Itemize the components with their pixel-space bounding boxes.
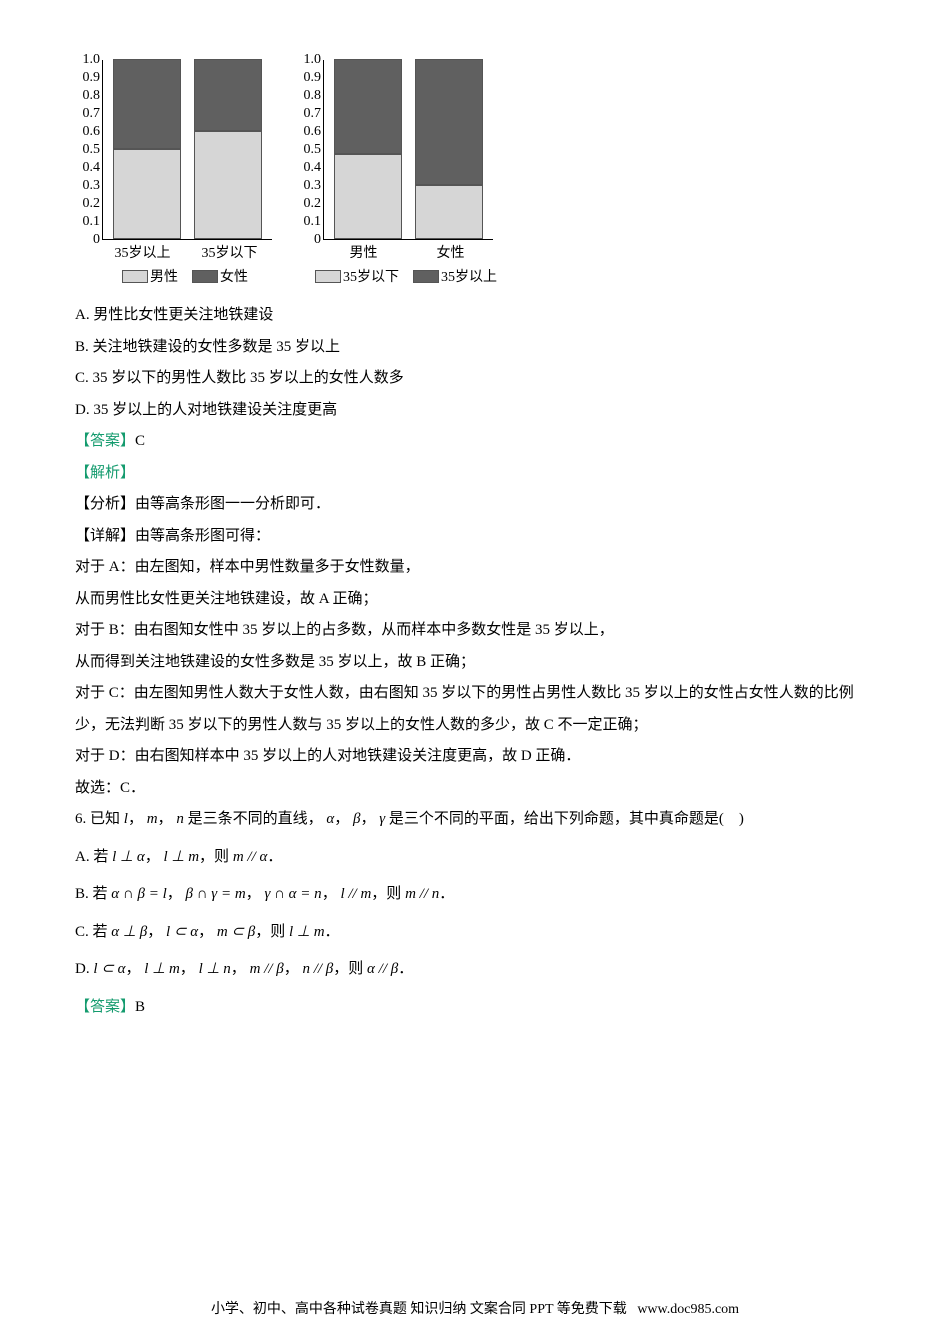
swatch-icon: [413, 270, 439, 283]
q5-detail-c: 对于 C：由左图知男性人数大于女性人数，由右图知 35 岁以下的男性占男性人数比…: [75, 678, 875, 741]
q5-detail-b2: 从而得到关注地铁建设的女性多数是 35 岁以上，故 B 正确；: [75, 647, 875, 679]
q5-detail-a1: 对于 A：由左图知，样本中男性数量多于女性数量，: [75, 552, 875, 584]
chart-right: 1.0 0.9 0.8 0.7 0.6 0.5 0.4 0.3 0.2 0.1 …: [293, 60, 497, 286]
x-labels-left: 35岁以上 35岁以下: [99, 242, 273, 262]
q6-option-b: B. 若 α ∩ β = l， β ∩ γ = m， γ ∩ α = n， l …: [75, 879, 875, 911]
plot-right: [323, 60, 493, 240]
charts-row: 1.0 0.9 0.8 0.7 0.6 0.5 0.4 0.3 0.2 0.1 …: [75, 60, 875, 286]
q5-option-d: D. 35 岁以上的人对地铁建设关注度更高: [75, 395, 875, 427]
q5-option-b: B. 关注地铁建设的女性多数是 35 岁以上: [75, 332, 875, 364]
swatch-icon: [192, 270, 218, 283]
q5-answer: 【答案】C: [75, 426, 875, 458]
bar-left-1: [194, 59, 262, 239]
q5-detail-a2: 从而男性比女性更关注地铁建设，故 A 正确；: [75, 584, 875, 616]
q5-option-a: A. 男性比女性更关注地铁建设: [75, 300, 875, 332]
x-labels-right: 男性 女性: [320, 242, 494, 262]
swatch-icon: [315, 270, 341, 283]
swatch-icon: [122, 270, 148, 283]
q6-option-d: D. l ⊂ α， l ⊥ m， l ⊥ n， m // β， n // β，则…: [75, 954, 875, 986]
q6-stem: 6. 已知 l， m， n 是三条不同的直线， α， β， γ 是三个不同的平面…: [75, 804, 875, 836]
legend-left: 男性 女性: [122, 266, 248, 286]
q5-final: 故选：C．: [75, 773, 875, 805]
q5-detail-b1: 对于 B：由右图知女性中 35 岁以上的占多数，从而样本中多数女性是 35 岁以…: [75, 615, 875, 647]
q5-detail-intro: 【详解】由等高条形图可得：: [75, 521, 875, 553]
q5-detail-d: 对于 D：由右图知样本中 35 岁以上的人对地铁建设关注度更高，故 D 正确．: [75, 741, 875, 773]
q5-analysis-label: 【解析】: [75, 458, 875, 490]
y-axis-left: 1.0 0.9 0.8 0.7 0.6 0.5 0.4 0.3 0.2 0.1 …: [76, 60, 102, 240]
bar-left-0: [113, 59, 181, 239]
y-axis-right: 1.0 0.9 0.8 0.7 0.6 0.5 0.4 0.3 0.2 0.1 …: [297, 60, 323, 240]
bar-right-1: [415, 59, 483, 239]
q6-option-a: A. 若 l ⊥ α， l ⊥ m，则 m // α．: [75, 842, 875, 874]
q6-option-c: C. 若 α ⊥ β， l ⊂ α， m ⊂ β，则 l ⊥ m．: [75, 917, 875, 949]
q6-answer: 【答案】B: [75, 992, 875, 1024]
plot-left: [102, 60, 272, 240]
page-footer: 小学、初中、高中各种试卷真题 知识归纳 文案合同 PPT 等免费下载 www.d…: [0, 1298, 950, 1318]
chart-left: 1.0 0.9 0.8 0.7 0.6 0.5 0.4 0.3 0.2 0.1 …: [75, 60, 273, 286]
legend-right: 35岁以下 35岁以上: [315, 266, 497, 286]
page-content: 1.0 0.9 0.8 0.7 0.6 0.5 0.4 0.3 0.2 0.1 …: [0, 0, 950, 1023]
bar-right-0: [334, 59, 402, 239]
q5-option-c: C. 35 岁以下的男性人数比 35 岁以上的女性人数多: [75, 363, 875, 395]
q5-fenxi: 【分析】由等高条形图一一分析即可．: [75, 489, 875, 521]
